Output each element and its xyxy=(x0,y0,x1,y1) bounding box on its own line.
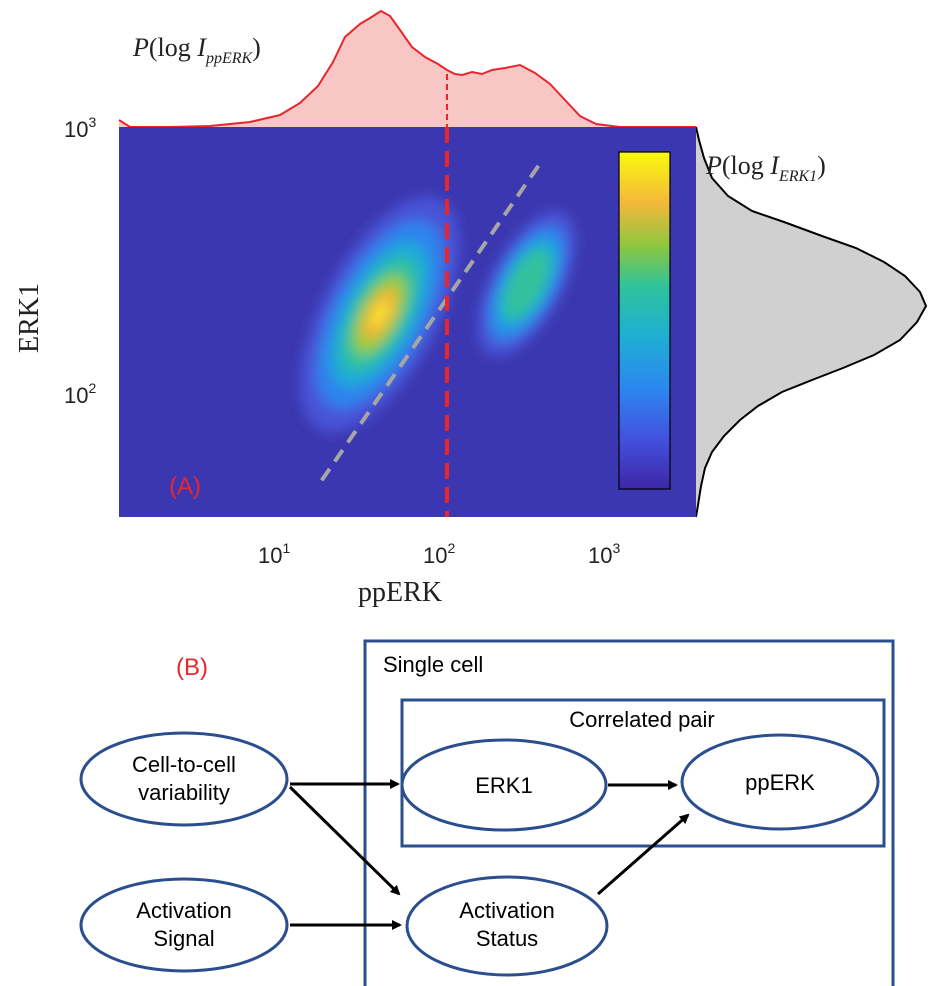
node-variability: Cell-to-cell variability xyxy=(79,731,289,827)
top-marginal-label: P(log IppERK) xyxy=(132,33,261,67)
node-erk1: ERK1 xyxy=(400,738,608,832)
node-status-ellipse xyxy=(405,875,609,977)
svg-text:102: 102 xyxy=(64,380,96,408)
node-signal-ellipse xyxy=(79,877,289,973)
x-tick-100: 102 xyxy=(423,540,455,568)
node-pperk: ppERK xyxy=(680,733,880,831)
svg-text:101: 101 xyxy=(258,540,290,568)
right-marginal-fill xyxy=(696,127,926,517)
node-erk1-ellipse xyxy=(400,738,608,832)
panel-a: P(log IppERK) P(log IERK1) (A) 103 102 xyxy=(14,9,928,608)
x-tick-10: 101 xyxy=(258,540,290,568)
top-marginal xyxy=(118,9,696,128)
node-status-line1: Activation xyxy=(459,898,554,923)
svg-text:103: 103 xyxy=(588,540,620,568)
panel-b-label: (B) xyxy=(176,654,208,681)
single-cell-title: Single cell xyxy=(383,652,483,677)
node-activation-status: Activation Status xyxy=(405,875,609,977)
colorbar xyxy=(618,151,671,490)
panel-b: (B) Single cell Correlated pair Cell-to-… xyxy=(79,639,895,986)
node-signal-line2: Signal xyxy=(153,926,214,951)
correlated-pair-box xyxy=(400,698,886,848)
right-marginal xyxy=(695,126,928,518)
node-variability-line1: Cell-to-cell xyxy=(132,752,236,777)
node-variability-ellipse xyxy=(79,731,289,827)
x-axis-label: ppERK xyxy=(358,577,442,608)
node-pperk-ellipse xyxy=(680,733,880,831)
node-status-line2: Status xyxy=(476,926,538,951)
node-erk1-label: ERK1 xyxy=(475,773,532,798)
y-axis-label: ERK1 xyxy=(14,283,45,353)
node-activation-signal: Activation Signal xyxy=(79,877,289,973)
x-tick-1000: 103 xyxy=(588,540,620,568)
heatmap xyxy=(119,127,696,517)
arrow-variability-to-status xyxy=(288,785,401,896)
arrow-status-to-pperk xyxy=(597,813,690,896)
svg-text:102: 102 xyxy=(423,540,455,568)
top-marginal-curve xyxy=(118,9,696,128)
density-contour-inactive-6 xyxy=(371,301,389,328)
right-marginal-label: P(log IERK1) xyxy=(705,151,826,185)
diagonal-separator xyxy=(320,157,545,482)
single-cell-box xyxy=(363,639,895,986)
node-signal-line1: Activation xyxy=(136,898,231,923)
correlated-pair-title: Correlated pair xyxy=(569,707,715,732)
right-marginal-curve xyxy=(695,126,928,518)
node-variability-line2: variability xyxy=(138,780,230,805)
svg-text:103: 103 xyxy=(64,114,96,142)
density-contour-active-3 xyxy=(503,248,551,319)
top-marginal-fill xyxy=(119,11,696,127)
panel-a-label: (A) xyxy=(169,473,201,500)
node-pperk-label: ppERK xyxy=(745,770,815,795)
y-tick-1000: 103 xyxy=(64,114,96,142)
density-layer xyxy=(300,196,576,433)
y-tick-100: 102 xyxy=(64,380,96,408)
